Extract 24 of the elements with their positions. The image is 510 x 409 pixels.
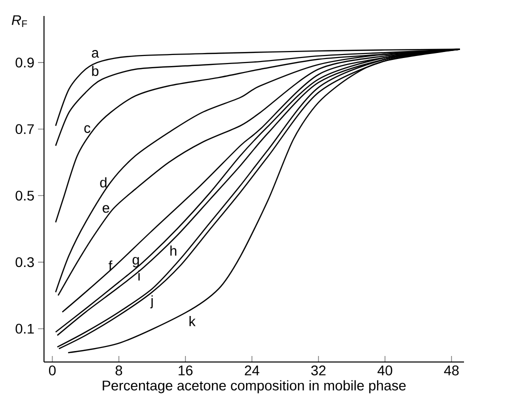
series-label: a [92, 50, 100, 58]
x-tick-label: 16 [178, 366, 193, 376]
x-tick-label: 8 [116, 366, 122, 376]
x-tick-label: 0 [48, 366, 56, 376]
y-axis-title: R$_{F}$ [12, 15, 27, 28]
y-tick-label: 0.3 [16, 257, 34, 268]
x-tick-label: 40 [378, 366, 392, 376]
x-tick-label: 24 [244, 366, 260, 376]
series-label: e [102, 205, 110, 213]
series-label: c [84, 125, 90, 133]
y-tick-label: 0.7 [16, 124, 34, 134]
series-label: h [170, 246, 176, 256]
series-label: d [100, 177, 106, 188]
series-label: k [190, 316, 196, 326]
series-label: f [108, 260, 112, 271]
y-tick-label: 0.1 [16, 324, 34, 334]
y-tick-label: 0.9 [16, 58, 34, 68]
series-label: b [92, 66, 98, 76]
x-axis-title: Percentage acetone composition in mobile phase [102, 380, 406, 394]
x-tick-label: 32 [311, 366, 326, 376]
x-tick-label: 48 [444, 366, 459, 376]
y-tick-label: 0.5 [16, 190, 34, 201]
series-label: j [150, 295, 153, 308]
series-label: g [132, 257, 139, 268]
